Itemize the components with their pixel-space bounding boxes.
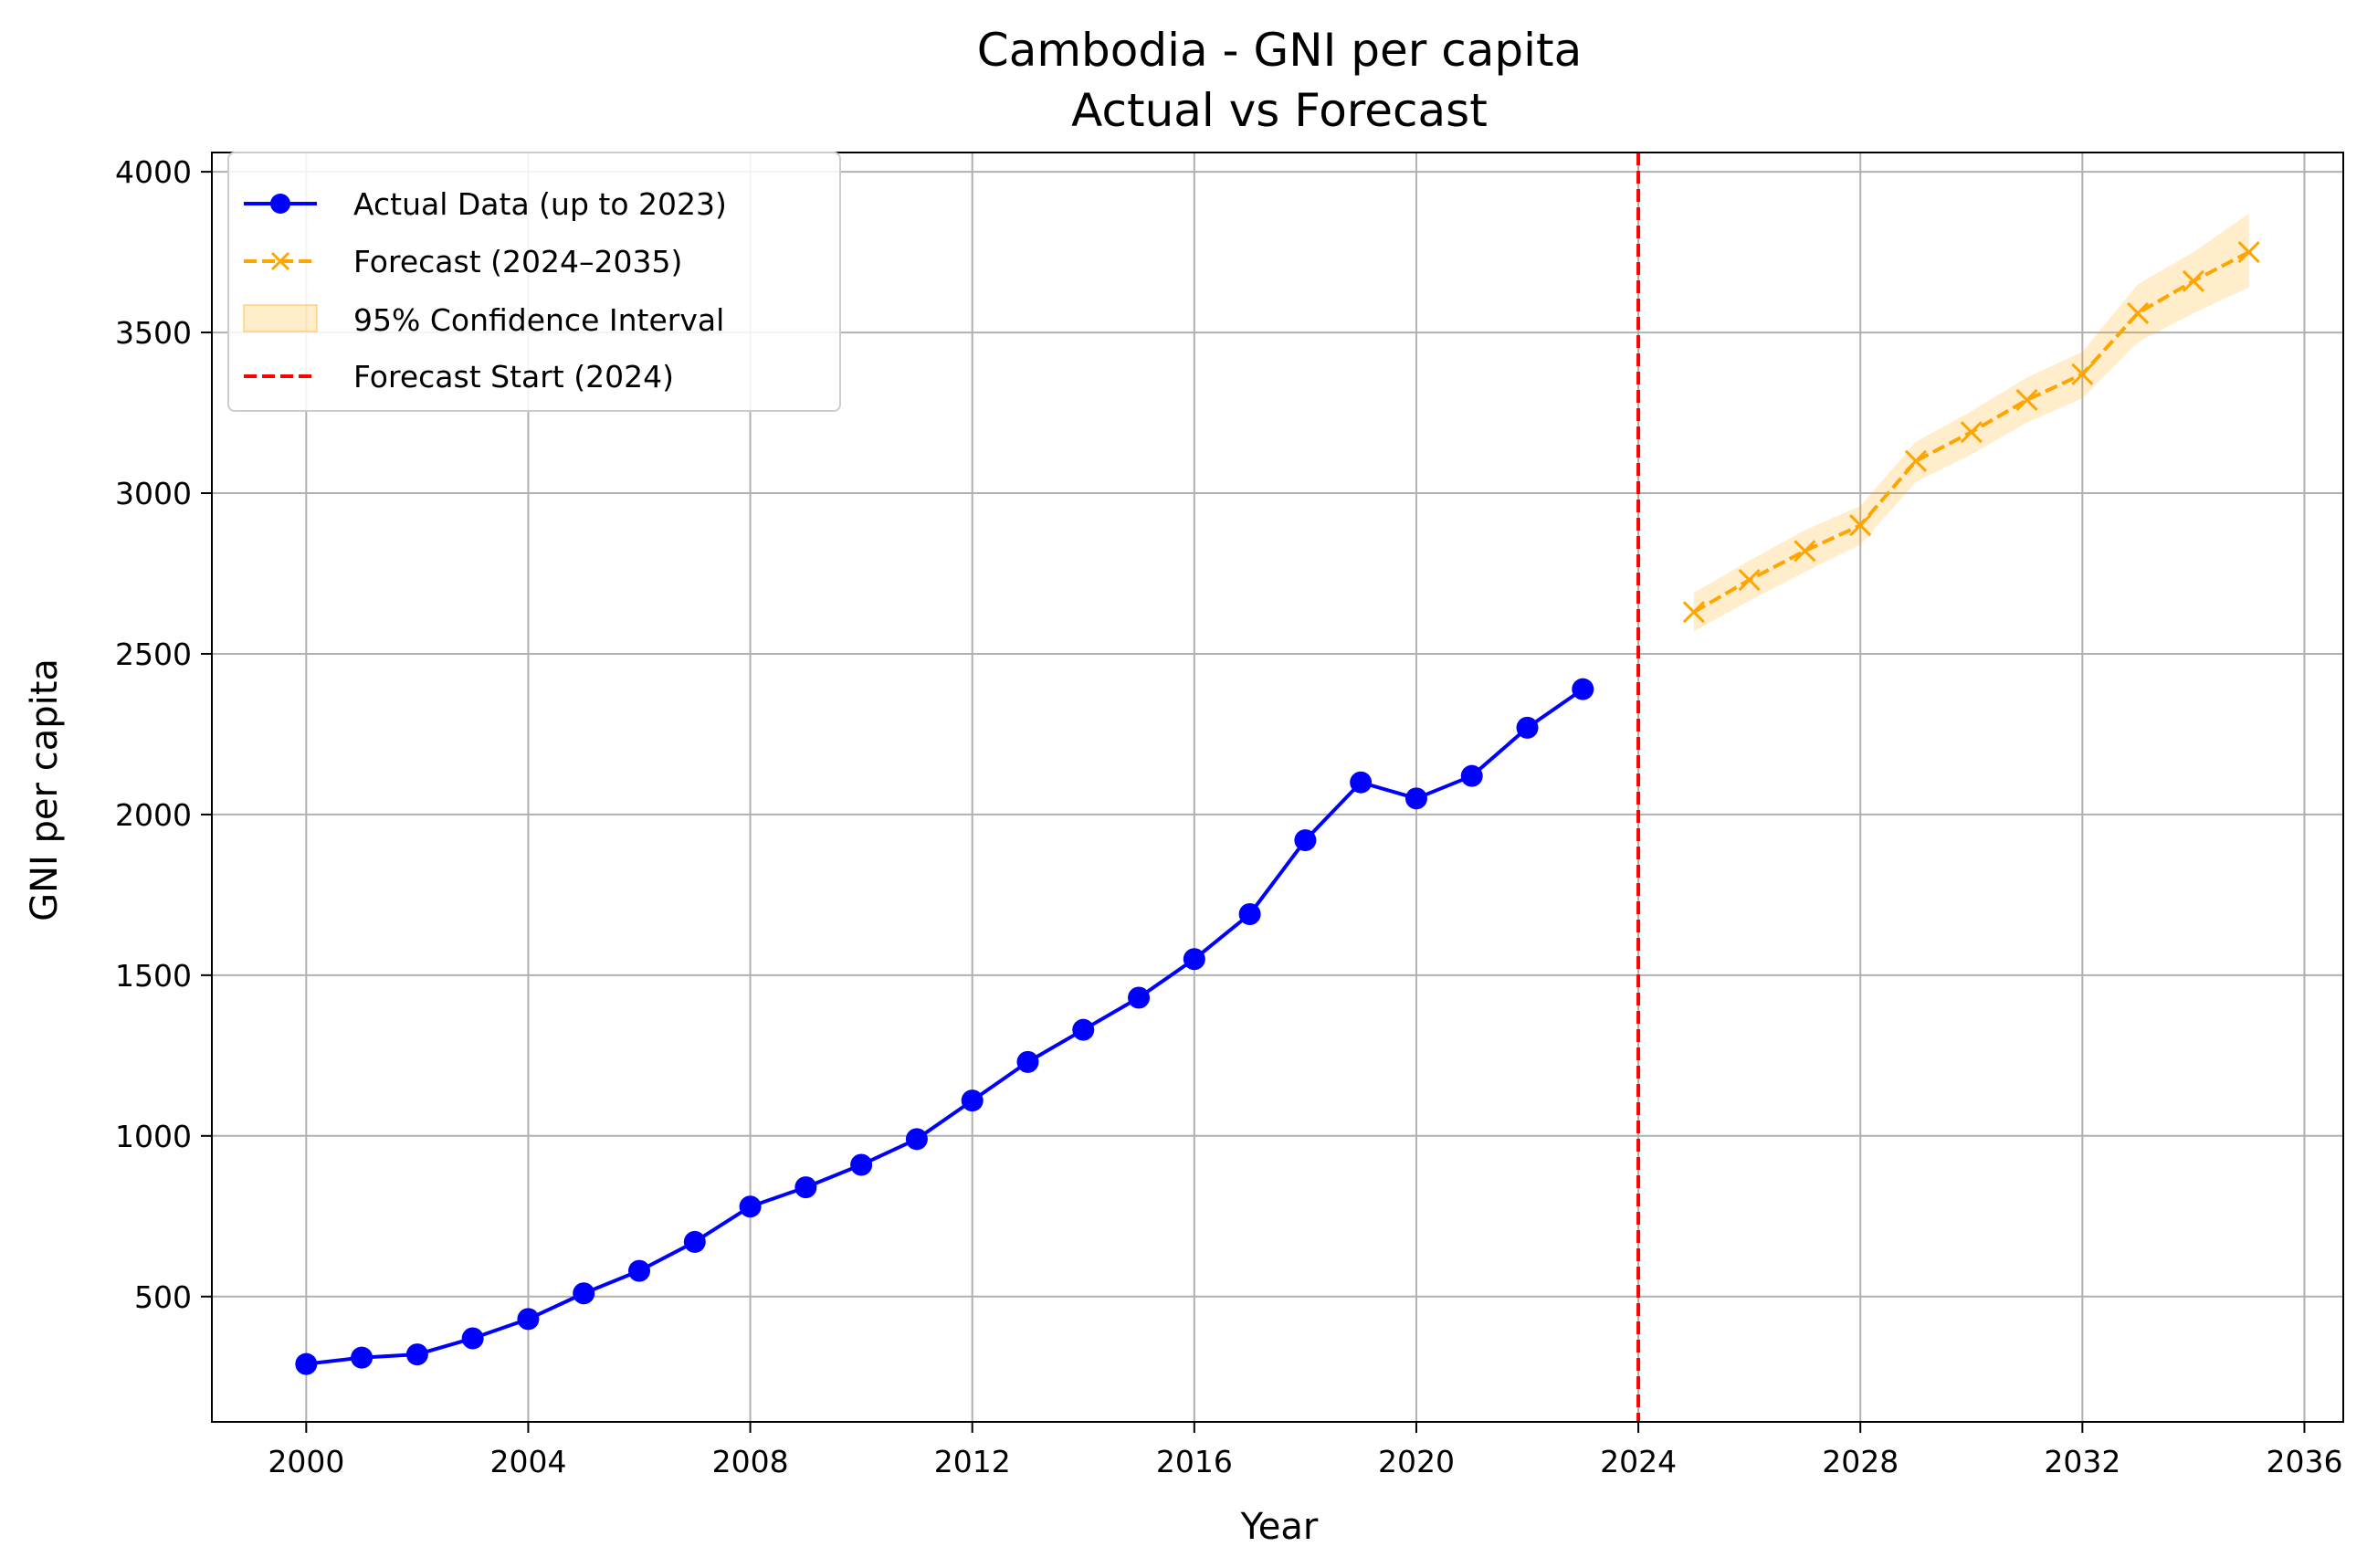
- actual-data-point: [573, 1282, 595, 1305]
- actual-data-point: [1516, 716, 1539, 739]
- forecast-data-point: [2127, 301, 2150, 325]
- y-tick-label: 3500: [115, 315, 192, 351]
- x-tick-label: 2036: [2266, 1444, 2342, 1479]
- actual-data-point: [295, 1352, 318, 1375]
- legend-entry-confidence: 95% Confidence Interval: [243, 302, 724, 338]
- actual-data-point: [1404, 787, 1427, 810]
- y-tick-label: 1500: [115, 958, 192, 994]
- actual-data-point: [517, 1308, 540, 1331]
- x-tick-label: 2032: [2044, 1444, 2120, 1479]
- axes-frame: [211, 152, 2344, 1423]
- y-tick-label: 3000: [115, 476, 192, 511]
- actual-data-point: [1572, 678, 1594, 700]
- actual-data-point: [628, 1259, 651, 1282]
- y-tick-label: 2000: [115, 797, 192, 833]
- actual-data-point: [1072, 1018, 1095, 1041]
- actual-data-point: [1183, 948, 1205, 971]
- legend-forecast-marker-icon: [270, 251, 290, 271]
- forecast-data-point: [1738, 568, 1761, 592]
- actual-data-point: [351, 1346, 373, 1369]
- x-tick-label: 2028: [1822, 1444, 1899, 1479]
- actual-data-point: [1460, 764, 1483, 787]
- x-tick-label: 2004: [489, 1444, 566, 1479]
- forecast-data-point: [1794, 540, 1816, 563]
- forecast-data-point: [2237, 241, 2260, 264]
- legend-actual-marker-icon: [270, 194, 290, 214]
- y-tick-label: 2500: [115, 637, 192, 672]
- actual-data-point: [1016, 1050, 1039, 1073]
- confidence-band: [1693, 213, 2249, 632]
- actual-data-point: [1350, 771, 1373, 794]
- actual-series-line: [306, 688, 1584, 1366]
- actual-data-point: [461, 1327, 484, 1350]
- actual-data-point: [850, 1153, 873, 1176]
- y-tick-label: 1000: [115, 1119, 192, 1154]
- forecast-data-point: [2015, 388, 2038, 412]
- legend-entry-forecast: Forecast (2024–2035): [244, 244, 682, 279]
- x-tick-label: 2024: [1600, 1444, 1677, 1479]
- y-tick-label: 500: [134, 1279, 192, 1315]
- legend-entry-forecast-start: Forecast Start (2024): [244, 359, 674, 395]
- x-tick-label: 2008: [712, 1444, 789, 1479]
- x-tick-label: 2016: [1156, 1444, 1233, 1479]
- legend-frame: [227, 152, 841, 412]
- legend-entry-actual: Actual Data (up to 2023): [244, 186, 727, 222]
- legend-label-forecast-start: Forecast Start (2024): [353, 359, 674, 395]
- chart-title: Cambodia - GNI per capita: [977, 24, 1582, 77]
- x-tick-label: 2012: [934, 1444, 1011, 1479]
- legend-label-actual: Actual Data (up to 2023): [353, 186, 727, 222]
- actual-data-point: [905, 1128, 928, 1151]
- actual-data-point: [1128, 986, 1151, 1009]
- actual-data-point: [961, 1089, 984, 1112]
- x-tick-label: 2000: [268, 1444, 344, 1479]
- actual-data-point: [683, 1230, 706, 1253]
- forecast-data-point: [1849, 514, 1872, 537]
- forecast-data-point: [1960, 421, 1983, 444]
- legend-label-forecast: Forecast (2024–2035): [353, 244, 682, 279]
- actual-data-point: [794, 1176, 817, 1199]
- y-tick-label: 4000: [115, 154, 192, 190]
- legend-confidence-swatch-icon: [243, 304, 318, 332]
- forecast-data-point: [1904, 449, 1928, 472]
- chart-subtitle: Actual vs Forecast: [1071, 84, 1488, 137]
- plot-area: 2000 2004 2008 2012 2016 2020 2024 2028 2032 2036…: [115, 152, 2344, 1479]
- x-tick-label: 2020: [1378, 1444, 1455, 1479]
- forecast-data-point: [2071, 363, 2094, 385]
- actual-data-point: [739, 1195, 762, 1218]
- legend: Actual Data (up to 2023) Forecast (2024–…: [227, 152, 841, 412]
- actual-data-point: [405, 1343, 428, 1366]
- forecast-data-point: [2182, 269, 2204, 292]
- x-axis-label: Year: [1240, 1506, 1319, 1548]
- y-axis-label: GNI per capita: [24, 658, 66, 921]
- legend-label-confidence: 95% Confidence Interval: [353, 302, 724, 338]
- actual-data-point: [1294, 829, 1317, 852]
- actual-data-point: [1238, 903, 1261, 925]
- forecast-data-point: [1682, 601, 1705, 624]
